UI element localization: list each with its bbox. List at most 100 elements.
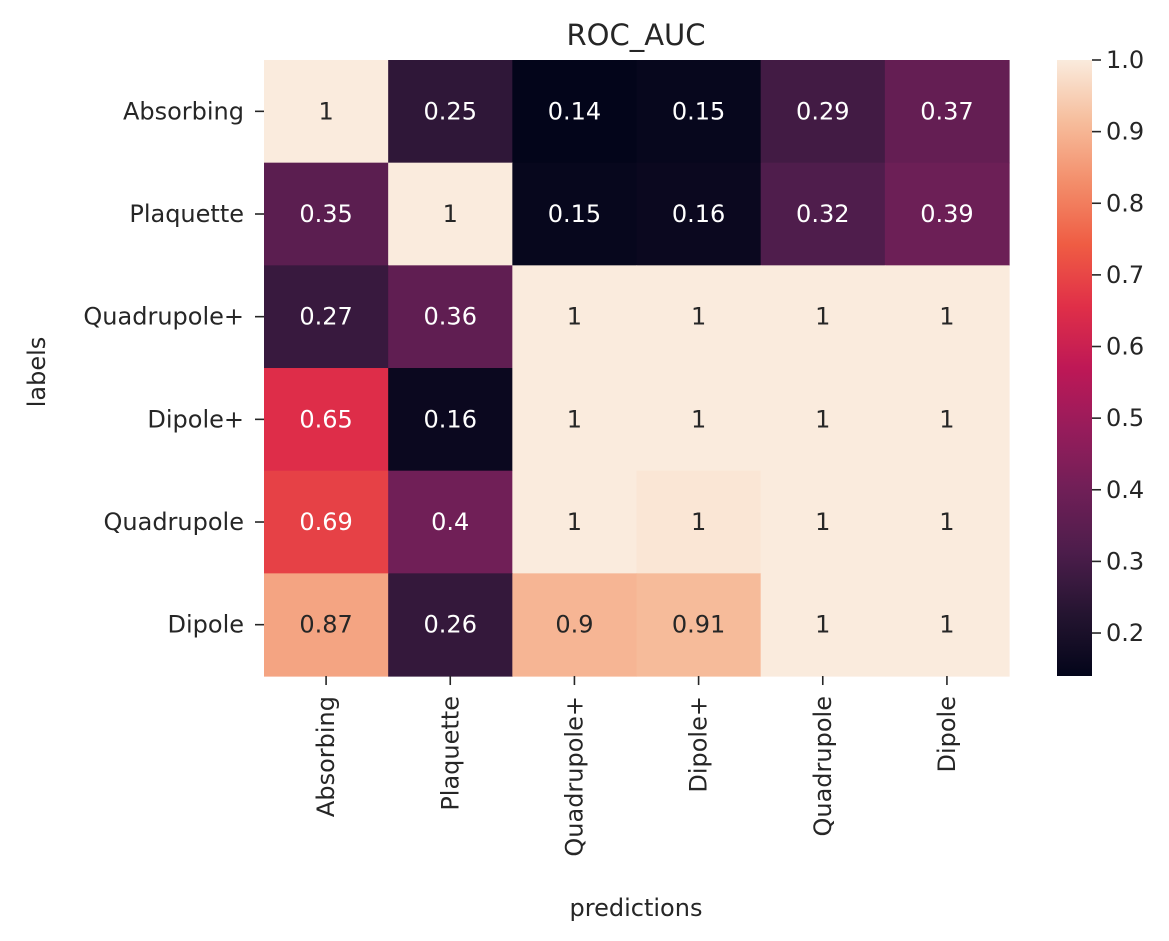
heatmap-cell (884, 162, 1010, 266)
cell-value-label: 0.29 (796, 97, 849, 125)
heatmap-cell (760, 162, 886, 266)
heatmap-cell (884, 368, 1010, 472)
heatmap-cell (760, 368, 886, 472)
cell-value-label: 1 (815, 303, 830, 331)
colorbar-tick-label: 0.2 (1106, 619, 1144, 647)
heatmap-cell (264, 470, 389, 574)
cell-value-label: 0.14 (548, 97, 601, 125)
cell-value-label: 0.91 (672, 611, 725, 639)
colorbar-tick-label: 0.3 (1106, 547, 1144, 575)
cell-value-label: 1 (815, 508, 830, 536)
heatmap-cell (636, 162, 762, 266)
x-tick-label: Plaquette (436, 696, 464, 811)
heatmap-cell (760, 265, 886, 369)
heatmap-cell (388, 573, 513, 677)
x-tick-label: Quadrupole+ (560, 696, 588, 857)
heatmap-cell (388, 162, 513, 266)
cell-value-label: 0.36 (424, 303, 477, 331)
heatmap-cell (884, 60, 1010, 164)
colorbar-tick-label: 1.0 (1106, 46, 1144, 74)
colorbar-tick-label: 0.8 (1106, 189, 1144, 217)
heatmap-cell (512, 265, 638, 369)
heatmap-cell (636, 573, 762, 677)
cell-value-label: 0.16 (424, 405, 477, 433)
cell-value-label: 0.15 (548, 200, 601, 228)
heatmap-cell (512, 368, 638, 472)
heatmap-cell (512, 573, 638, 677)
y-tick-label: Absorbing (123, 97, 244, 125)
heatmap-cell (760, 470, 886, 574)
cell-value-label: 0.16 (672, 200, 725, 228)
heatmap-cell (264, 573, 389, 677)
cell-value-label: 1 (815, 405, 830, 433)
cell-value-label: 0.32 (796, 200, 849, 228)
colorbar-ticks: 0.2 0.3 0.4 0.5 0.6 0.7 0.8 0.9 1.0 (1092, 46, 1144, 647)
x-tick-label: Dipole+ (685, 696, 713, 793)
colorbar-tick-label: 0.9 (1106, 118, 1144, 146)
cell-value-label: 1 (939, 508, 954, 536)
colorbar-tick-label: 0.7 (1106, 261, 1144, 289)
heatmap-cell (512, 60, 638, 164)
heatmap-cell (884, 470, 1010, 574)
cell-value-label: 1 (567, 303, 582, 331)
cell-value-label: 1 (939, 611, 954, 639)
cell-value-label: 1 (691, 405, 706, 433)
y-tick-label: Dipole+ (147, 405, 244, 433)
heatmap-cell (264, 60, 389, 164)
cell-value-label: 1 (691, 303, 706, 331)
cell-value-label: 1 (567, 508, 582, 536)
colorbar-tick-label: 0.5 (1106, 404, 1144, 432)
heatmap-cell (760, 60, 886, 164)
heatmap-cell (760, 573, 886, 677)
heatmap-cell (512, 470, 638, 574)
heatmap-cell (636, 265, 762, 369)
cell-value-label: 0.35 (299, 200, 352, 228)
y-tick-label: Quadrupole+ (83, 303, 244, 331)
cell-value-label: 0.25 (424, 97, 477, 125)
x-tick-labels: Absorbing Plaquette Quadrupole+ Dipole+ Quad… (312, 676, 961, 857)
heatmap-cell (388, 60, 513, 164)
x-tick-label: Quadrupole (809, 696, 837, 836)
heatmap-cell (636, 368, 762, 472)
x-tick-label: Dipole (933, 696, 961, 773)
cell-value-label: 0.4 (431, 508, 469, 536)
colorbar-tick-label: 0.6 (1106, 333, 1144, 361)
heatmap-cell (636, 60, 762, 164)
y-tick-label: Plaquette (129, 200, 244, 228)
cell-value-label: 0.37 (920, 97, 973, 125)
heatmap-cell (388, 368, 513, 472)
cell-value-label: 0.87 (299, 611, 352, 639)
heatmap-cell (388, 265, 513, 369)
cell-value-label: 1 (815, 611, 830, 639)
cell-value-label: 1 (939, 303, 954, 331)
cell-value-label: 1 (691, 508, 706, 536)
heatmap-cell (264, 265, 389, 369)
heatmap-cell (512, 162, 638, 266)
heatmap-cell (636, 470, 762, 574)
heatmap-cell (264, 368, 389, 472)
cell-value-label: 0.65 (299, 405, 352, 433)
cell-value-label: 1 (567, 405, 582, 433)
heatmap-cell (884, 265, 1010, 369)
cell-value-label: 0.69 (299, 508, 352, 536)
heatmap-cell (264, 162, 389, 266)
y-tick-labels: Absorbing Plaquette Quadrupole+ Dipole+ Quad… (83, 97, 264, 639)
cell-value-label: 0.15 (672, 97, 725, 125)
heatmap-cell (388, 470, 513, 574)
cell-value-label: 0.26 (424, 611, 477, 639)
colorbar (1057, 60, 1092, 676)
cell-value-label: 0.39 (920, 200, 973, 228)
cell-value-label: 0.27 (299, 303, 352, 331)
cell-value-label: 0.9 (555, 611, 593, 639)
heatmap-cell (884, 573, 1010, 677)
y-tick-label: Quadrupole (104, 508, 244, 536)
cell-value-label: 1 (318, 97, 333, 125)
colorbar-tick-label: 0.4 (1106, 476, 1144, 504)
y-tick-label: Dipole (168, 611, 245, 639)
x-axis-label: predictions (570, 894, 703, 922)
x-tick-label: Absorbing (312, 696, 340, 817)
heatmap-cells: 1 0.25 0.14 0.15 0.29 0.37 0.35 1 0.15 0.16 0.32 0.… (264, 60, 1010, 677)
y-axis-label: labels (23, 337, 51, 408)
cell-value-label: 1 (443, 200, 458, 228)
